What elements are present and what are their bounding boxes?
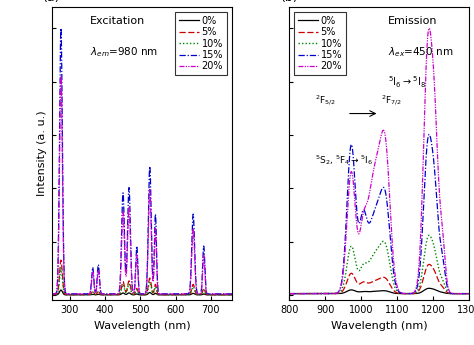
Text: $^2$F$_{5/2}$: $^2$F$_{5/2}$ <box>315 94 336 108</box>
Text: (a): (a) <box>43 0 61 4</box>
Legend: 0%, 5%, 10%, 15%, 20%: 0%, 5%, 10%, 15%, 20% <box>175 12 227 75</box>
Text: $\lambda_{ex}$=450 nm: $\lambda_{ex}$=450 nm <box>388 45 454 59</box>
Text: Excitation: Excitation <box>90 16 145 26</box>
X-axis label: Wavelength (nm): Wavelength (nm) <box>331 321 428 331</box>
Text: Emission: Emission <box>388 16 438 26</box>
Text: (b): (b) <box>281 0 298 4</box>
Text: $^5$S$_2$, $^5$F$_4$$\rightarrow$$^5$I$_6$: $^5$S$_2$, $^5$F$_4$$\rightarrow$$^5$I$_… <box>315 153 373 167</box>
Text: $^5$I$_6$$\rightarrow$$^5$I$_8$: $^5$I$_6$$\rightarrow$$^5$I$_8$ <box>388 75 426 90</box>
Text: $^2$F$_{7/2}$: $^2$F$_{7/2}$ <box>381 94 402 108</box>
Text: $\lambda_{em}$=980 nm: $\lambda_{em}$=980 nm <box>90 45 158 59</box>
Legend: 0%, 5%, 10%, 15%, 20%: 0%, 5%, 10%, 15%, 20% <box>294 12 346 75</box>
Y-axis label: Intensity (a. u.): Intensity (a. u.) <box>36 111 46 196</box>
X-axis label: Wavelength (nm): Wavelength (nm) <box>94 321 191 331</box>
